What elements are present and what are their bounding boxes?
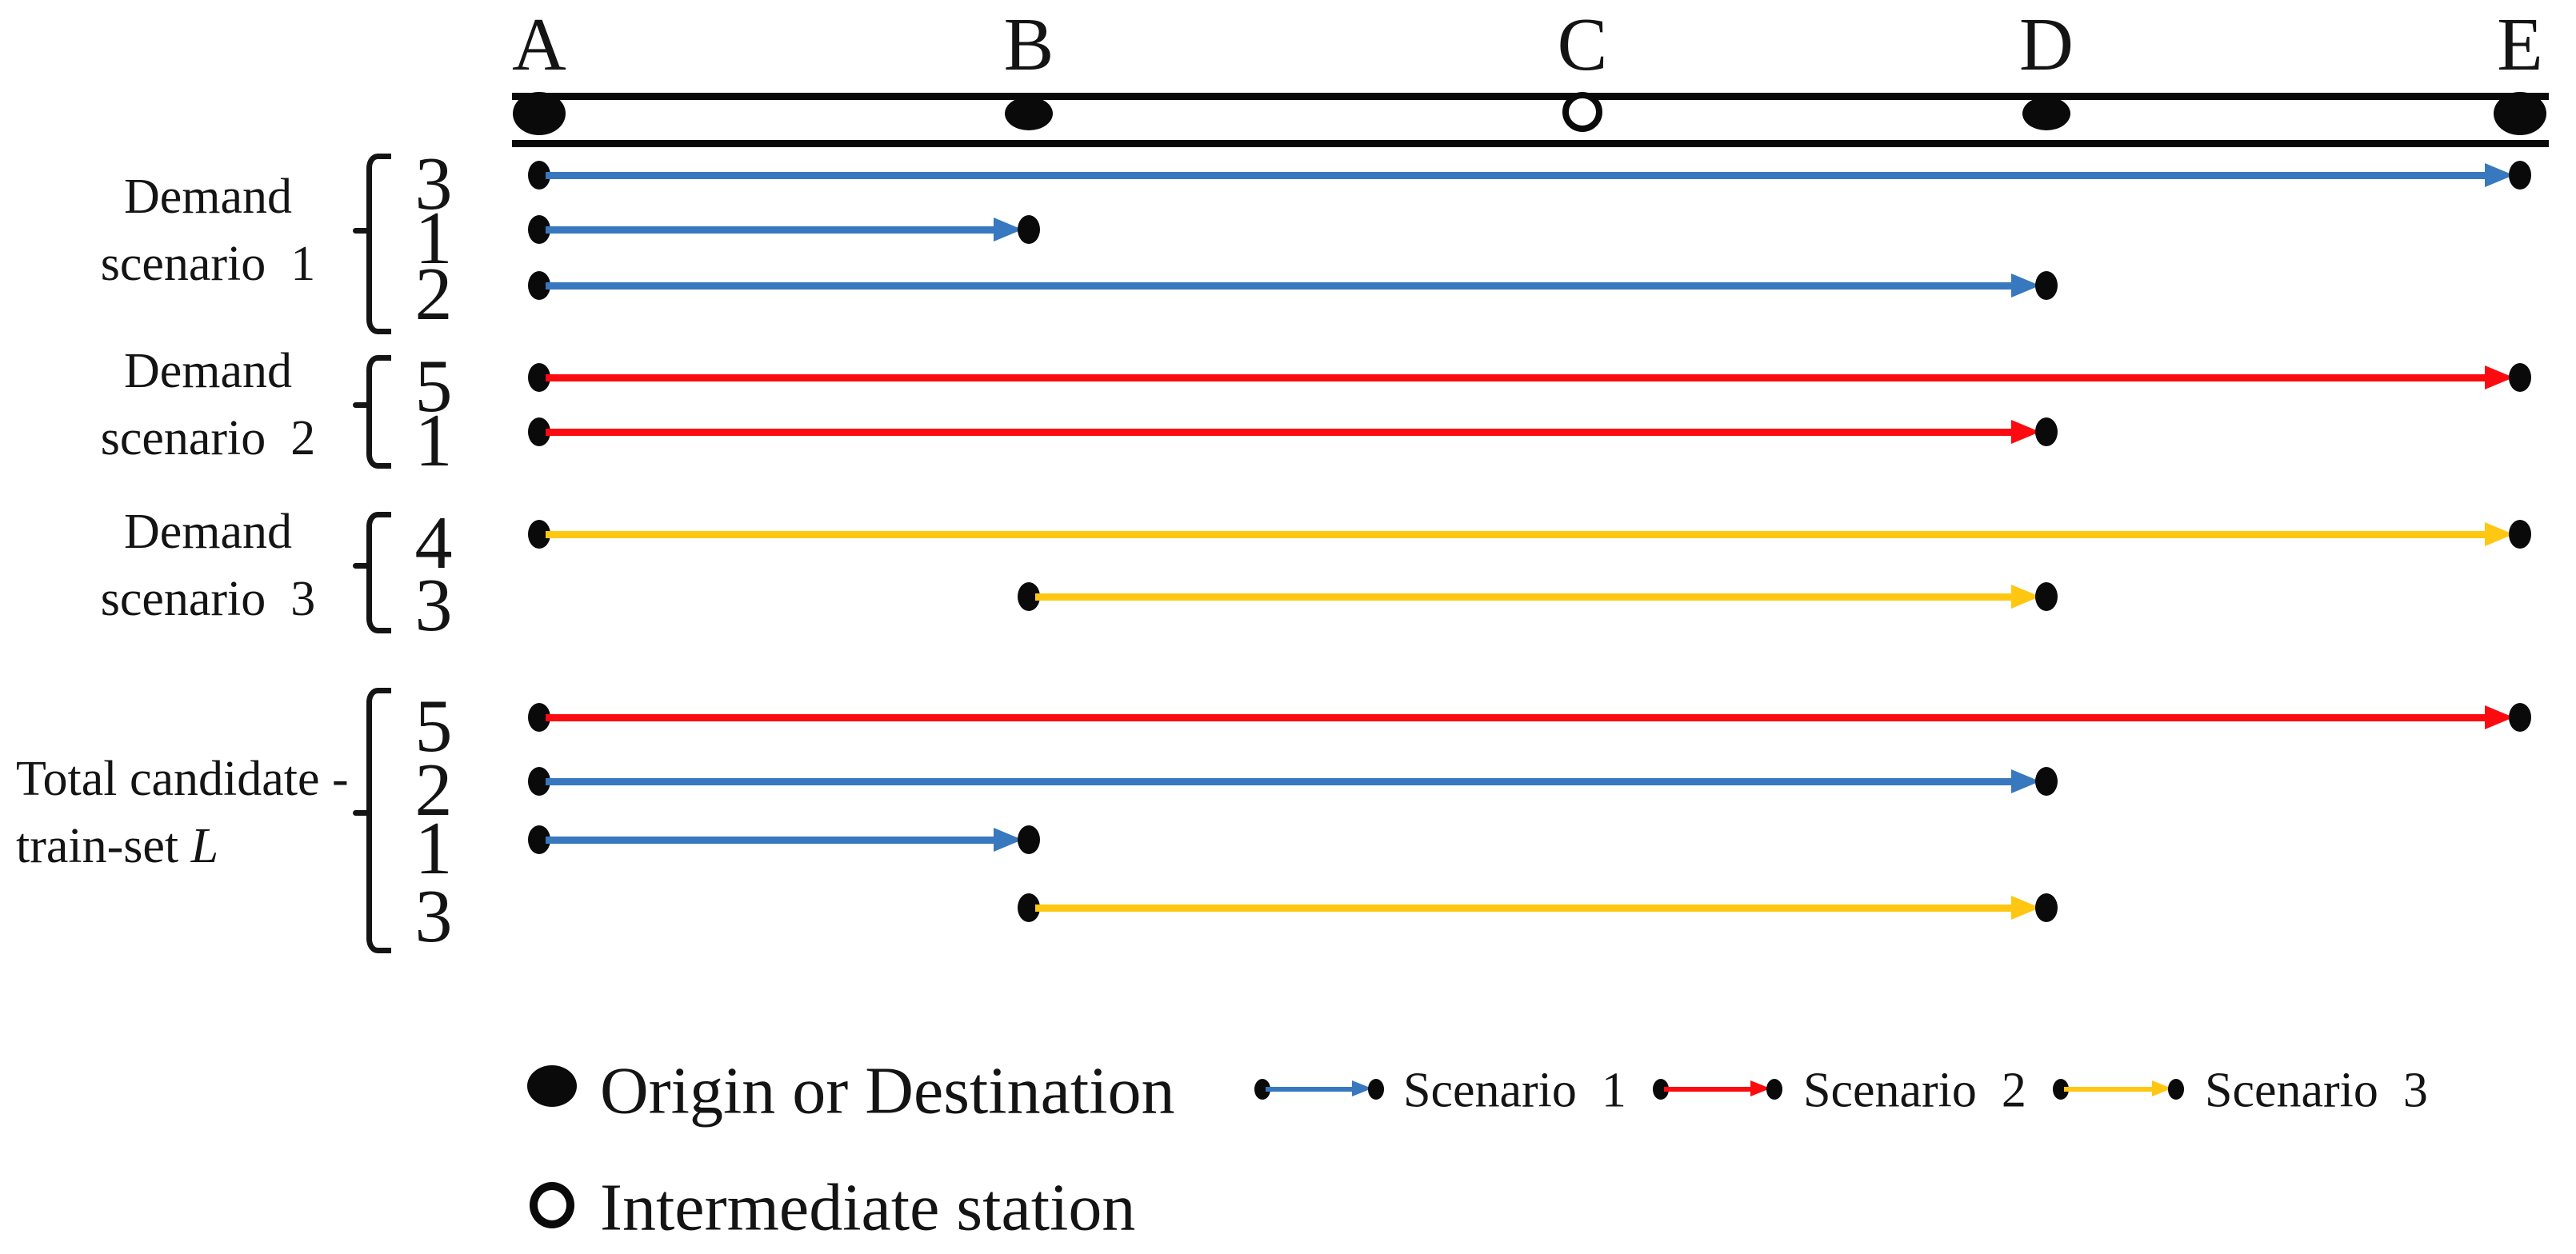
- row-count: 1: [414, 197, 453, 280]
- row-count: 2: [414, 749, 453, 832]
- arrow-line: [546, 226, 997, 234]
- arrowhead-icon: [2152, 1080, 2172, 1097]
- destination-dot: [2035, 893, 2058, 922]
- group-label-line: Demand: [123, 344, 293, 398]
- group-brace-tick: [353, 228, 368, 234]
- legend-origin-label: Origin or Destination: [600, 1053, 1175, 1128]
- station-label-D: D: [2019, 3, 2074, 86]
- arrow-line: [546, 428, 2014, 436]
- terminal-station-node-A: [513, 92, 566, 135]
- origin-dot: [1254, 1079, 1271, 1100]
- group-label-line: Total candidate -: [16, 752, 349, 806]
- group-label-line: Demand: [123, 170, 293, 224]
- group-brace-tick: [353, 563, 368, 569]
- intermediate-station-icon: [530, 1182, 574, 1228]
- arrow-line: [546, 171, 2488, 179]
- group-label-line: Demand: [123, 505, 293, 559]
- origin-destination-icon: [527, 1065, 577, 1107]
- arrowhead-icon: [1352, 1080, 1372, 1097]
- row-count: 3: [414, 564, 453, 647]
- group-label-line: scenario 3: [100, 572, 316, 626]
- arrow-line: [546, 777, 2014, 785]
- group-label-line: scenario 1: [100, 237, 316, 291]
- arrow-line: [546, 530, 2488, 538]
- group-label-demand-scenario-3: Demand scenario 3: [101, 498, 316, 633]
- group-label-line: scenario 2: [100, 411, 316, 465]
- group-label-total-candidate-train-set: Total candidate - train-set L: [16, 745, 349, 880]
- arrow-line: [1035, 904, 2014, 912]
- group-brace-tick: [353, 402, 368, 408]
- italic-symbol: L: [190, 819, 219, 873]
- group-label-demand-scenario-1: Demand scenario 1: [101, 163, 316, 298]
- group-label-demand-scenario-2: Demand scenario 2: [101, 337, 316, 472]
- destination-dot: [2509, 520, 2531, 549]
- arrow-line: [1664, 1086, 1754, 1092]
- station-node-D: [2022, 97, 2070, 130]
- destination-dot: [1367, 1079, 1385, 1100]
- legend-scenario-label-3: Scenario 3: [2205, 1063, 2428, 1118]
- terminal-station-node-E: [2494, 92, 2546, 135]
- arrowhead-icon: [1750, 1080, 1770, 1097]
- row-count: 3: [414, 875, 453, 958]
- destination-dot: [1766, 1079, 1783, 1100]
- intermediate-station-node-C: [1562, 92, 1602, 132]
- destination-dot: [2035, 271, 2058, 300]
- group-brace-tick: [353, 810, 368, 816]
- destination-dot: [2035, 767, 2058, 796]
- arrow-line: [1035, 593, 2014, 601]
- arrow-line: [2064, 1086, 2155, 1092]
- group-brace-total-candidate-train-set: [366, 688, 391, 953]
- destination-dot: [1018, 215, 1040, 244]
- row-count: 1: [414, 807, 453, 890]
- arrow-line: [546, 713, 2488, 721]
- row-count: 5: [414, 345, 453, 428]
- destination-dot: [2509, 161, 2531, 190]
- group-brace-demand-scenario-2: [366, 355, 391, 469]
- station-node-B: [1005, 97, 1053, 130]
- station-label-B: B: [1003, 3, 1054, 86]
- legend-scenario-label-1: Scenario 1: [1403, 1063, 1626, 1118]
- destination-dot: [2509, 363, 2531, 392]
- arrow-line: [546, 373, 2488, 381]
- destination-dot: [2509, 703, 2531, 732]
- destination-dot: [2167, 1079, 2185, 1100]
- origin-dot: [2052, 1079, 2070, 1100]
- row-count: 2: [414, 253, 453, 336]
- origin-dot: [1652, 1079, 1670, 1100]
- station-label-C: C: [1557, 3, 1608, 86]
- arrow-line: [546, 836, 997, 844]
- group-brace-demand-scenario-1: [366, 154, 391, 334]
- legend-intermediate-label: Intermediate station: [600, 1170, 1136, 1245]
- legend-scenario-label-2: Scenario 2: [1803, 1063, 2026, 1118]
- destination-dot: [2035, 417, 2058, 446]
- row-count: 3: [414, 142, 453, 226]
- group-label-line: train-set L: [16, 819, 219, 873]
- row-count: 1: [414, 399, 453, 482]
- destination-dot: [1018, 825, 1040, 854]
- row-count: 5: [414, 685, 453, 768]
- group-brace-demand-scenario-3: [366, 512, 391, 633]
- row-count: 4: [414, 501, 453, 585]
- arrow-line: [546, 282, 2014, 290]
- station-label-A: A: [512, 3, 566, 86]
- arrow-line: [1266, 1086, 1355, 1092]
- station-label-E: E: [2497, 3, 2543, 86]
- destination-dot: [2035, 582, 2058, 611]
- rail-line: [512, 93, 2549, 147]
